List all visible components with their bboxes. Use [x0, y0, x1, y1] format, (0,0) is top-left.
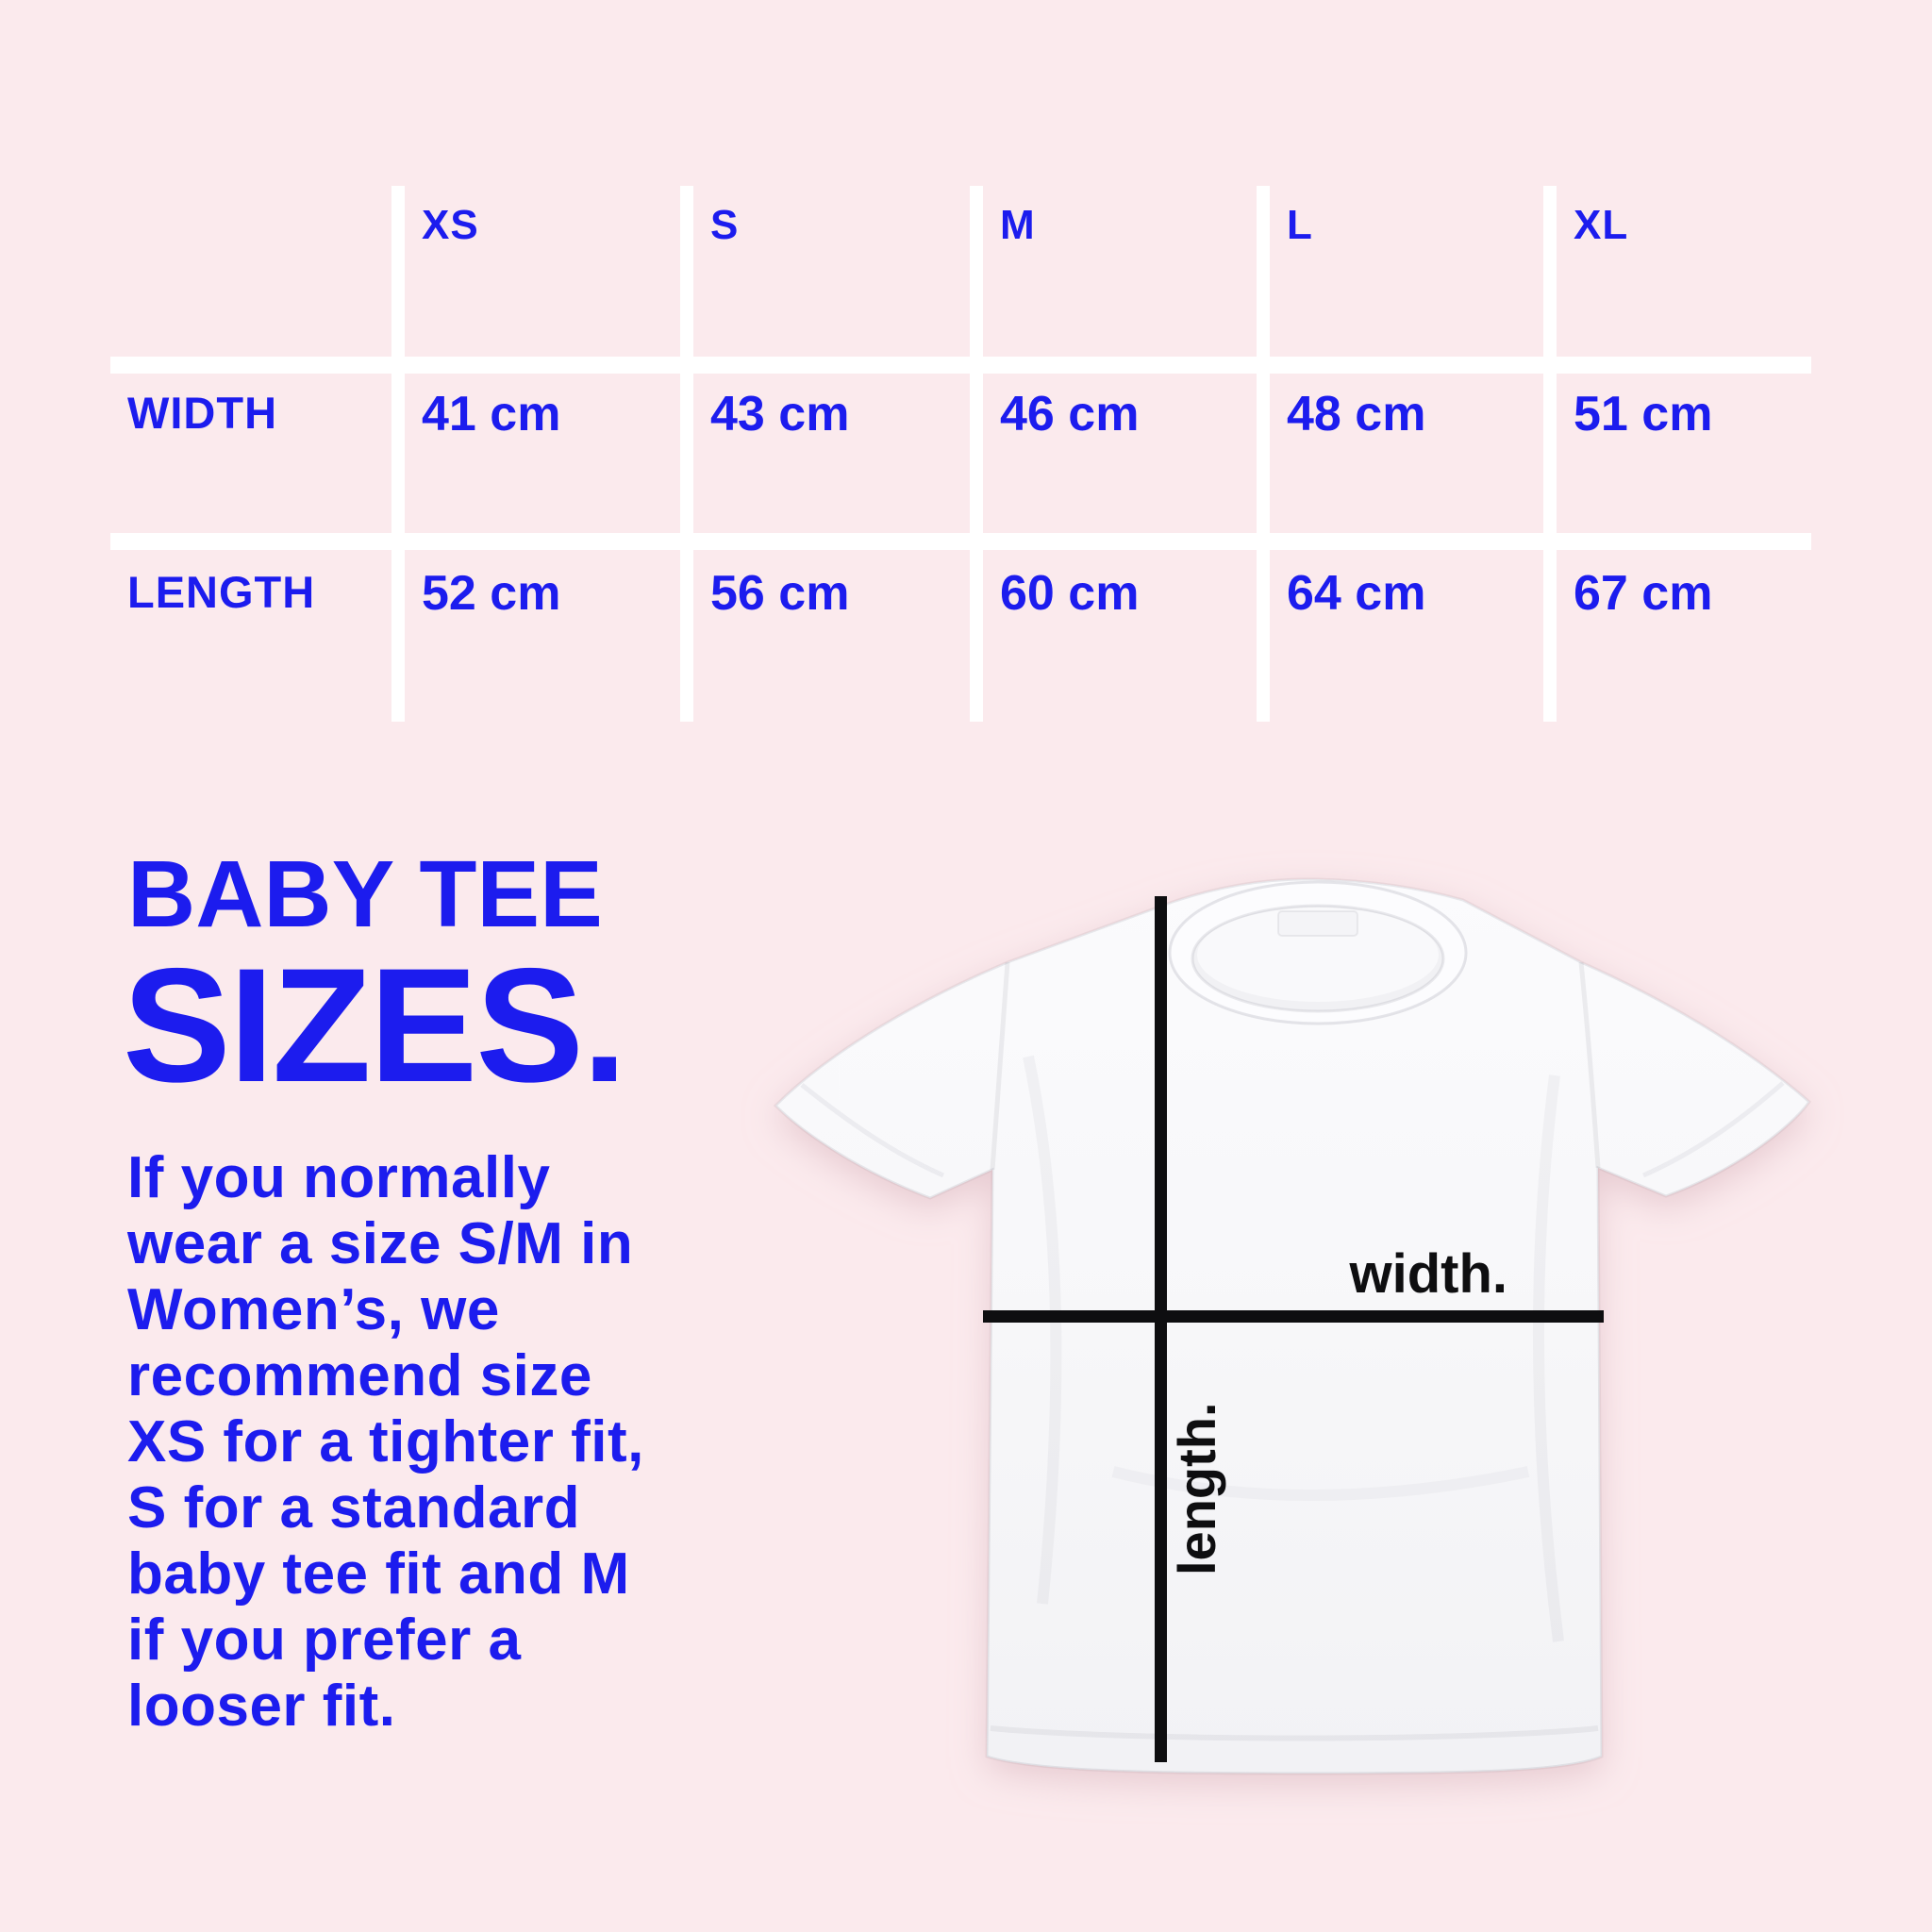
length-row-label: LENGTH — [127, 567, 316, 617]
paragraph-line: Women’s, we — [127, 1277, 500, 1342]
table-vertical-rule — [970, 186, 983, 722]
table-horizontal-rule — [110, 357, 1811, 374]
column-header-xl: XL — [1574, 202, 1629, 248]
column-header-s: S — [710, 202, 740, 248]
length-value-l: 64 cm — [1287, 566, 1426, 621]
length-value-xl: 67 cm — [1574, 566, 1713, 621]
tee-photo — [773, 877, 1812, 1775]
fit-recommendation-text: If you normally wear a size S/M in Women… — [127, 1145, 1505, 1740]
length-label: length. — [1167, 1402, 1226, 1575]
column-header-xs: XS — [422, 202, 479, 248]
length-value-s: 56 cm — [710, 566, 850, 621]
width-row-label: WIDTH — [127, 388, 278, 438]
width-axis-line — [983, 1310, 1604, 1323]
paragraph-line: looser fit. — [127, 1674, 396, 1739]
measurement-overlay: width. length. — [983, 896, 1604, 1762]
paragraph-line: S for a standard — [127, 1475, 580, 1541]
width-value-xs: 41 cm — [422, 387, 561, 441]
paragraph-line: XS for a tighter fit, — [127, 1409, 644, 1474]
right-sleeve-seam — [1578, 961, 1601, 1169]
length-value-m: 60 cm — [1000, 566, 1140, 621]
width-value-m: 46 cm — [1000, 387, 1140, 441]
table-vertical-rule — [391, 186, 405, 722]
paragraph-line: If you normally — [127, 1145, 551, 1210]
right-sleeve-hem — [1641, 1081, 1785, 1178]
wrinkle — [1023, 1055, 1062, 1605]
table-vertical-rule — [1543, 186, 1557, 722]
table-horizontal-rule — [110, 533, 1811, 550]
length-value-xs: 52 cm — [422, 566, 561, 621]
page-title-line2: SIZES. — [123, 935, 627, 1116]
paragraph-line: baby tee fit and M — [127, 1541, 630, 1607]
neck-tag — [1277, 910, 1358, 937]
collar-inside — [1197, 908, 1439, 1002]
length-axis-line — [1155, 896, 1167, 1762]
paragraph-line: if you prefer a — [127, 1607, 522, 1673]
width-value-l: 48 cm — [1287, 387, 1426, 441]
left-sleeve-seam — [990, 961, 1010, 1171]
left-sleeve-hem — [800, 1083, 945, 1178]
width-value-s: 43 cm — [710, 387, 850, 441]
paragraph-line: wear a size S/M in — [127, 1211, 634, 1276]
table-vertical-rule — [680, 186, 693, 722]
column-header-m: M — [1000, 202, 1036, 248]
width-value-xl: 51 cm — [1574, 387, 1713, 441]
wrinkle — [1532, 1074, 1564, 1642]
paragraph-line: recommend size — [127, 1343, 592, 1408]
bottom-hem-stitch — [990, 1725, 1599, 1741]
column-header-l: L — [1287, 202, 1313, 248]
table-vertical-rule — [1257, 186, 1270, 722]
page-title-line1: BABY TEE — [127, 841, 603, 947]
width-label: width. — [1348, 1243, 1507, 1305]
